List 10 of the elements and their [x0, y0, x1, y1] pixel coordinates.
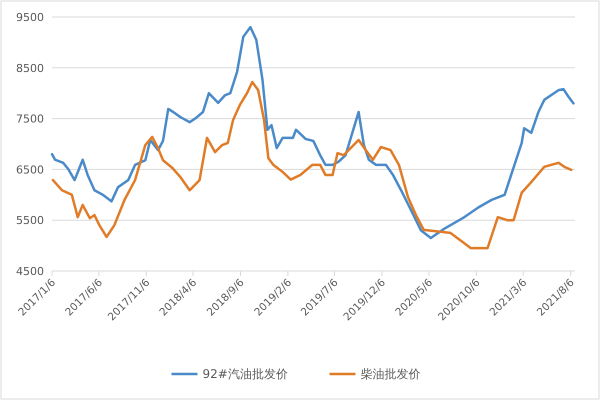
- y-tick-label: 5500: [16, 214, 44, 228]
- y-tick-label: 7500: [16, 112, 44, 126]
- line-series: [52, 80, 573, 250]
- y-tick-label: 4500: [16, 265, 44, 278]
- y-tick-label: 6500: [16, 163, 44, 176]
- y-tick-label: 8500: [16, 62, 44, 75]
- legend-label: 柴油批发价: [360, 367, 420, 381]
- y-tick-label: 9500: [16, 11, 44, 24]
- line-series: [50, 26, 575, 240]
- legend-label: 92#汽油批发价: [202, 367, 288, 381]
